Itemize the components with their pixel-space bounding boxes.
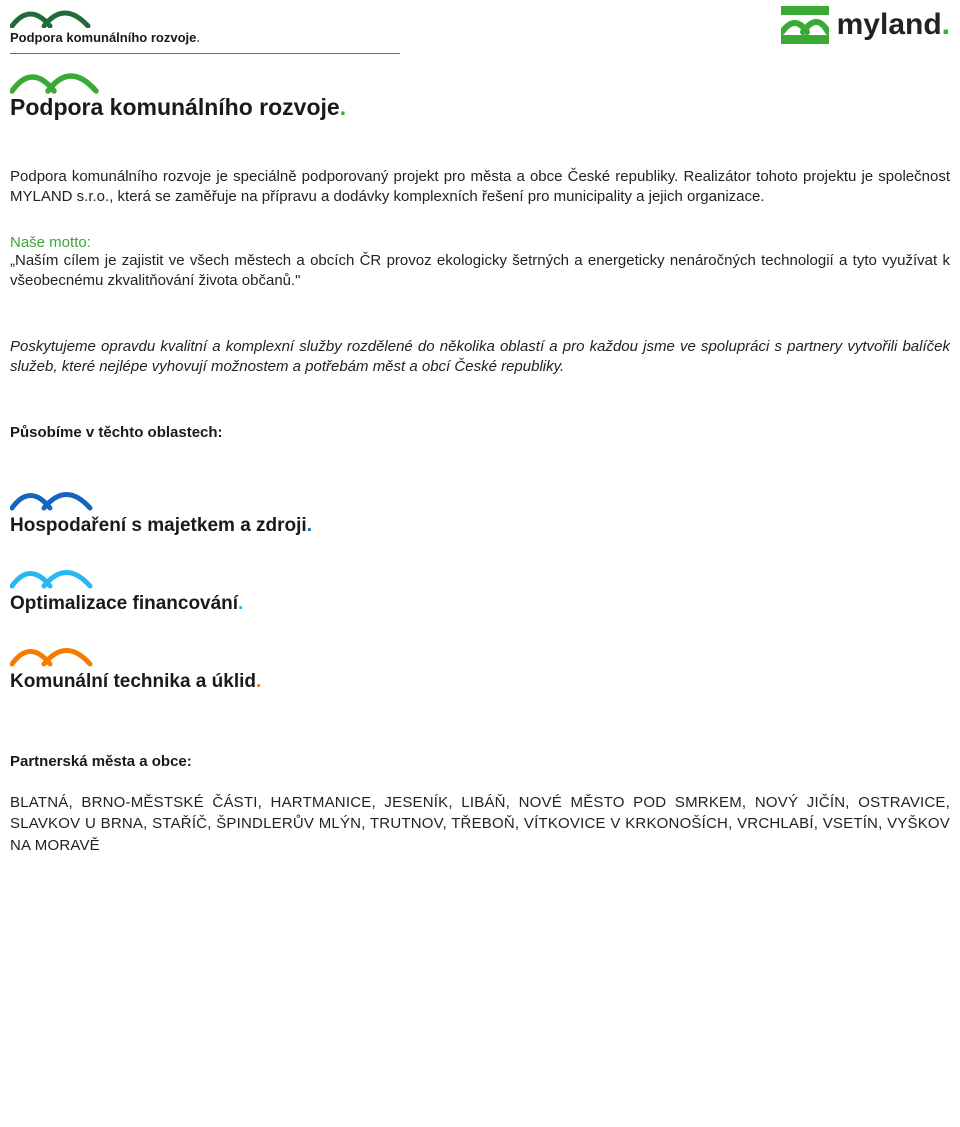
- partners-list: BLATNÁ, BRNO-MĚSTSKÉ ČÁSTI, HARTMANICE, …: [10, 792, 950, 857]
- area-title: Hospodaření s majetkem a zdroji.: [10, 515, 950, 537]
- areas-heading: Působíme v těchto oblastech:: [10, 424, 950, 441]
- page-content: Podpora komunálního rozvoje. Podpora kom…: [0, 68, 960, 867]
- motto-block: Naše motto: „Naším cílem je zajistit ve …: [10, 234, 950, 292]
- area-block: Optimalizace financování.: [10, 565, 950, 615]
- motto-label: Naše motto:: [10, 234, 950, 251]
- main-logo-arcs: [10, 68, 950, 94]
- area-arcs-icon: [10, 487, 950, 511]
- areas-list: Hospodaření s majetkem a zdroji. Optimali…: [10, 487, 950, 693]
- partners-heading: Partnerská města a obce:: [10, 753, 950, 770]
- brand-logo: myland.: [781, 6, 950, 44]
- page-header: Podpora komunálního rozvoje. myland.: [0, 0, 960, 45]
- main-title-block: Podpora komunálního rozvoje.: [10, 68, 950, 121]
- header-tagline: Podpora komunálního rozvoje.: [10, 30, 200, 45]
- brand-logo-icon: [781, 6, 829, 44]
- services-paragraph: Poskytujeme opravdu kvalitní a komplexní…: [10, 337, 950, 378]
- motto-text: „Naším cílem je zajistit ve všech městec…: [10, 251, 950, 292]
- intro-paragraph: Podpora komunálního rozvoje je speciálně…: [10, 167, 950, 208]
- area-block: Hospodaření s majetkem a zdroji.: [10, 487, 950, 537]
- area-arcs-icon: [10, 565, 950, 589]
- header-divider: [10, 53, 400, 54]
- area-title: Optimalizace financování.: [10, 593, 950, 615]
- brand-name: myland.: [837, 10, 950, 40]
- page-title: Podpora komunálního rozvoje.: [10, 94, 950, 121]
- area-arcs-icon: [10, 643, 950, 667]
- header-left: Podpora komunálního rozvoje.: [10, 6, 200, 45]
- header-logo-arcs: [10, 6, 200, 28]
- area-block: Komunální technika a úklid.: [10, 643, 950, 693]
- area-title: Komunální technika a úklid.: [10, 671, 950, 693]
